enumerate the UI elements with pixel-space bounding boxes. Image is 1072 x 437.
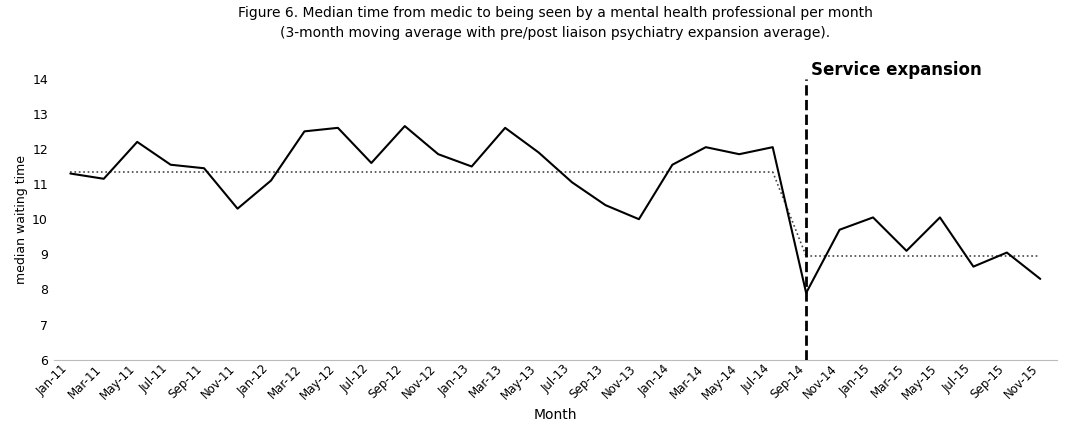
Title: Figure 6. Median time from medic to being seen by a mental health professional p: Figure 6. Median time from medic to bein… — [238, 7, 873, 40]
Text: Service expansion: Service expansion — [812, 61, 982, 79]
Y-axis label: median waiting time: median waiting time — [15, 155, 28, 284]
X-axis label: Month: Month — [534, 408, 577, 422]
